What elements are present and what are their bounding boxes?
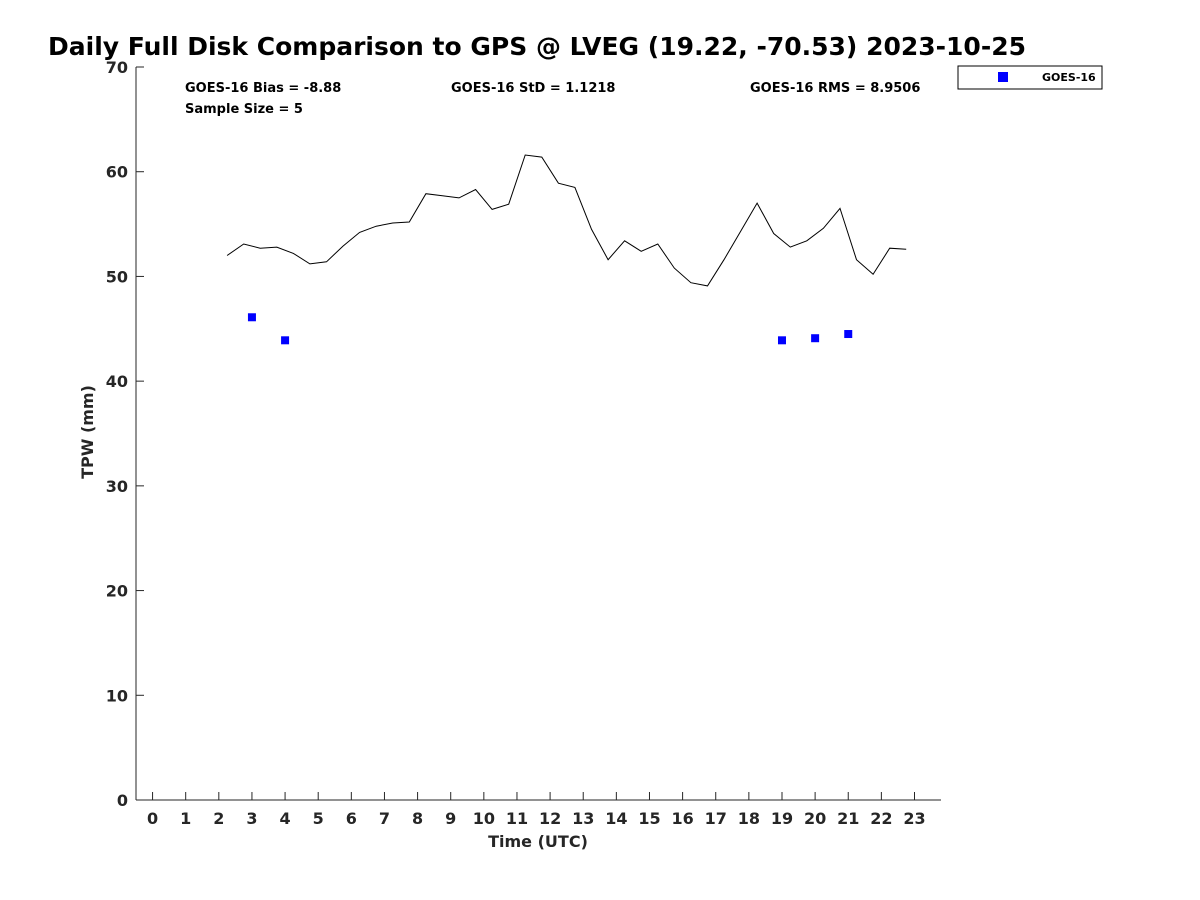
x-tick-label: 14: [605, 809, 627, 828]
y-tick-label: 20: [106, 582, 128, 601]
stat-std: GOES-16 StD = 1.1218: [451, 81, 615, 96]
y-tick-label: 60: [106, 163, 128, 182]
stat-bias: GOES-16 Bias = -8.88: [185, 81, 341, 96]
legend-label-goes-16: GOES-16: [1042, 71, 1096, 84]
goes16-point: [811, 334, 820, 343]
x-tick-label: 3: [246, 809, 257, 828]
plot-area: [226, 154, 907, 345]
x-tick-label: 12: [539, 809, 561, 828]
y-tick-label: 30: [106, 477, 128, 496]
x-tick-label: 17: [705, 809, 727, 828]
x-tick-label: 0: [147, 809, 158, 828]
x-tick-label: 5: [313, 809, 324, 828]
x-tick-label: 2: [213, 809, 224, 828]
legend: GOES-16: [957, 65, 1103, 90]
x-tick-label: 7: [379, 809, 390, 828]
y-tick-label: 40: [106, 372, 128, 391]
x-tick-label: 23: [903, 809, 925, 828]
legend-marker-goes-16: [998, 72, 1008, 82]
stat-sample-size: Sample Size = 5: [185, 102, 303, 117]
x-tick-label: 21: [837, 809, 859, 828]
x-tick-label: 11: [506, 809, 528, 828]
x-tick-label: 9: [445, 809, 456, 828]
x-tick-label: 10: [473, 809, 495, 828]
y-tick-label: 10: [106, 686, 128, 705]
legend-box: [957, 65, 1103, 90]
x-tick-label: 1: [180, 809, 191, 828]
chart-title: Daily Full Disk Comparison to GPS @ LVEG…: [48, 32, 1026, 61]
gps-tpw-line: [226, 154, 907, 287]
goes16-point: [281, 336, 290, 345]
x-axis-label: Time (UTC): [488, 832, 588, 851]
stats-annotations: GOES-16 Bias = -8.88 GOES-16 StD = 1.121…: [185, 81, 920, 117]
goes16-point: [247, 313, 256, 322]
x-tick-label: 15: [638, 809, 660, 828]
goes16-point: [844, 330, 853, 339]
y-tick-label: 50: [106, 267, 128, 286]
goes16-point: [777, 336, 786, 345]
stat-rms: GOES-16 RMS = 8.9506: [750, 81, 920, 96]
y-tick-label: 0: [117, 791, 128, 810]
x-tick-label: 13: [572, 809, 594, 828]
x-tick-label: 16: [671, 809, 693, 828]
x-tick-label: 20: [804, 809, 826, 828]
x-tick-label: 22: [870, 809, 892, 828]
y-tick-label: 70: [106, 58, 128, 77]
y-axis-label: TPW (mm): [78, 385, 97, 479]
x-tick-label: 18: [738, 809, 760, 828]
x-tick-label: 6: [346, 809, 357, 828]
x-tick-label: 19: [771, 809, 793, 828]
x-tick-label: 8: [412, 809, 423, 828]
x-tick-label: 4: [280, 809, 291, 828]
